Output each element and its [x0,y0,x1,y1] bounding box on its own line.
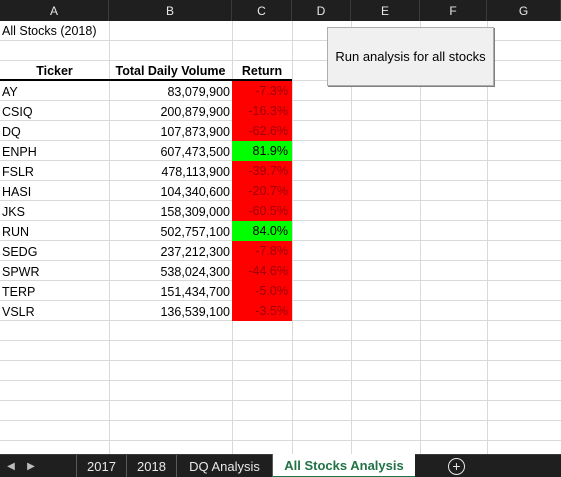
volume-cell[interactable]: 607,473,500 [160,145,230,159]
ticker-cell[interactable]: ENPH [2,145,37,159]
ticker-cell[interactable]: SEDG [2,245,38,259]
ticker-cell[interactable]: TERP [2,285,36,299]
tab-2017[interactable]: 2017 [76,455,126,477]
return-cell[interactable]: -7.3% [232,81,292,101]
volume-cell[interactable]: 200,879,900 [160,105,230,119]
return-cell[interactable]: 84.0% [232,221,292,241]
volume-cell[interactable]: 237,212,300 [160,245,230,259]
gridline-horizontal [0,440,561,441]
ticker-cell[interactable]: AY [2,85,18,99]
return-cell[interactable]: -39.7% [232,161,292,181]
column-header-bar: A B C D E F G [0,0,561,21]
column-header-f[interactable]: F [420,0,487,21]
volume-cell[interactable]: 502,757,100 [160,225,230,239]
volume-cell[interactable]: 107,873,900 [160,125,230,139]
ticker-cell[interactable]: DQ [2,125,21,139]
caret-right-icon[interactable]: ▶ [27,461,35,472]
return-cell[interactable]: -5.0% [232,281,292,301]
return-cell[interactable]: -3.5% [232,301,292,321]
return-cell[interactable]: -7.8% [232,241,292,261]
gridline-horizontal [0,420,561,421]
tab-2018[interactable]: 2018 [126,455,176,477]
column-header-d[interactable]: D [292,0,351,21]
return-cell[interactable]: -62.6% [232,121,292,141]
gridline-horizontal [0,60,561,61]
ticker-cell[interactable]: SPWR [2,265,40,279]
volume-cell[interactable]: 158,309,000 [160,205,230,219]
volume-cell[interactable]: 538,024,300 [160,265,230,279]
gridline-horizontal [0,380,561,381]
gridline-vertical [420,21,421,454]
tab-all-stocks-analysis[interactable]: All Stocks Analysis [272,454,415,477]
add-sheet-icon[interactable]: + [448,458,465,475]
spreadsheet-grid[interactable]: All Stocks (2018) Ticker Total Daily Vol… [0,21,561,454]
ticker-cell[interactable]: FSLR [2,165,34,179]
return-cell[interactable]: -20.7% [232,181,292,201]
ticker-cell[interactable]: RUN [2,225,30,239]
column-header-e[interactable]: E [351,0,420,21]
ticker-cell[interactable]: CSIQ [2,105,33,119]
volume-cell[interactable]: 151,434,700 [160,285,230,299]
gridline-vertical [351,21,352,454]
header-ticker: Ticker [0,61,109,81]
ticker-cell[interactable]: JKS [2,205,25,219]
return-cell[interactable]: 81.9% [232,141,292,161]
column-header-c[interactable]: C [232,0,292,21]
gridline-horizontal [0,40,561,41]
gridline-vertical [487,21,488,454]
ticker-cell[interactable]: VSLR [2,305,35,319]
header-volume: Total Daily Volume [109,61,232,81]
run-analysis-button[interactable]: Run analysis for all stocks [327,27,494,86]
caret-left-icon[interactable]: ◀ [7,461,15,472]
volume-cell[interactable]: 83,079,900 [167,85,230,99]
tab-dq-analysis[interactable]: DQ Analysis [176,455,272,477]
gridline-vertical [292,21,293,454]
gridline-horizontal [0,400,561,401]
gridline-horizontal [0,360,561,361]
volume-cell[interactable]: 104,340,600 [160,185,230,199]
return-cell[interactable]: -16.3% [232,101,292,121]
volume-cell[interactable]: 478,113,900 [161,165,230,179]
return-cell[interactable]: -44.6% [232,261,292,281]
volume-cell[interactable]: 136,539,100 [160,305,230,319]
gridline-horizontal [0,340,561,341]
sheet-tab-bar: ◀ ▶ 2017 2018 DQ Analysis All Stocks Ana… [0,454,561,477]
return-cell[interactable]: -60.5% [232,201,292,221]
ticker-cell[interactable]: HASI [2,185,32,199]
header-return: Return [232,61,292,81]
column-header-a[interactable]: A [0,0,109,21]
gridline-vertical [109,21,110,454]
sheet-title: All Stocks (2018) [2,24,97,38]
column-header-b[interactable]: B [109,0,232,21]
column-header-g[interactable]: G [487,0,561,21]
